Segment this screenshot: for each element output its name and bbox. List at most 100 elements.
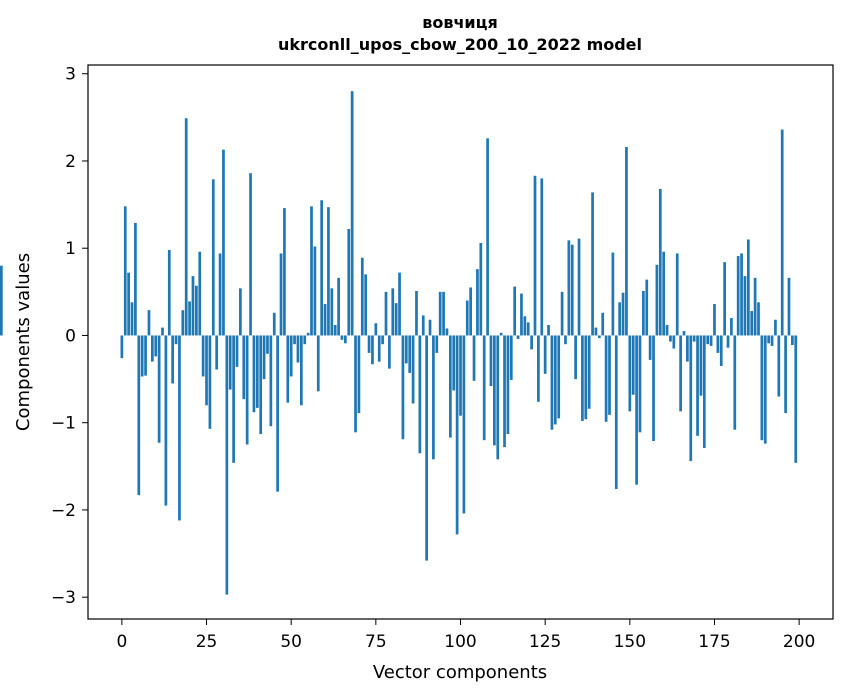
bar — [262, 335, 266, 380]
bar — [669, 335, 672, 342]
y-axis-label: Components values — [13, 253, 34, 431]
bar — [614, 335, 618, 490]
bar — [689, 335, 693, 462]
bar — [120, 335, 124, 359]
bar — [384, 291, 388, 336]
bar — [560, 291, 564, 336]
bar — [252, 335, 256, 413]
bar — [625, 147, 628, 336]
bar — [364, 274, 368, 336]
bar — [476, 269, 479, 336]
bar — [306, 332, 310, 336]
bar — [147, 310, 151, 336]
bar — [520, 293, 523, 336]
bar — [0, 265, 3, 336]
bar — [266, 335, 269, 354]
bar — [794, 335, 798, 463]
bar — [493, 335, 496, 446]
bar — [374, 323, 378, 336]
bar — [462, 335, 466, 514]
bar — [516, 335, 520, 339]
bar — [709, 335, 713, 346]
bar — [696, 335, 699, 436]
bar — [692, 335, 696, 342]
bar — [469, 287, 473, 336]
bar — [242, 335, 246, 400]
bar — [540, 178, 544, 336]
bar — [496, 335, 500, 460]
bar — [594, 327, 598, 336]
bar — [706, 335, 710, 345]
bar — [276, 335, 279, 492]
y-tick-label: −1 — [51, 414, 76, 434]
x-axis-label: Vector components — [373, 662, 547, 683]
bar — [628, 335, 632, 412]
bar — [211, 179, 215, 336]
bar — [377, 335, 381, 362]
bar — [408, 335, 412, 373]
bar — [181, 310, 185, 336]
bar — [699, 335, 703, 396]
bar — [323, 304, 327, 336]
bar — [174, 335, 178, 345]
bar — [774, 319, 777, 336]
bar — [167, 249, 171, 336]
bar — [658, 188, 662, 336]
y-tick-label: −2 — [51, 501, 76, 521]
bar — [713, 304, 716, 336]
bar — [567, 240, 571, 336]
bar — [130, 302, 134, 336]
bar — [123, 206, 127, 336]
bar — [354, 335, 357, 433]
bar — [218, 253, 222, 336]
bar — [631, 335, 635, 395]
bar — [245, 335, 249, 445]
bar — [503, 335, 506, 448]
bar — [570, 244, 574, 336]
bar — [675, 253, 679, 336]
bar — [564, 335, 567, 345]
bar — [316, 335, 320, 392]
bar — [767, 335, 771, 344]
bar — [543, 335, 547, 374]
x-axis-ticks: 0 25 50 75 100 125 150 175 200 — [116, 619, 815, 652]
bar — [425, 335, 428, 561]
bar — [154, 335, 158, 357]
bar — [137, 335, 141, 496]
bar — [178, 335, 181, 521]
bar — [513, 286, 517, 336]
bar — [198, 251, 202, 336]
bar — [733, 335, 737, 430]
x-tick-label: 175 — [698, 632, 730, 652]
bar — [452, 335, 456, 391]
bar — [601, 312, 605, 336]
bar — [526, 322, 530, 336]
bar — [726, 335, 730, 348]
x-tick-label: 50 — [280, 632, 302, 652]
bar — [235, 335, 239, 367]
bar — [205, 335, 208, 406]
bar — [445, 328, 449, 336]
bar — [645, 279, 649, 336]
bar — [286, 335, 290, 403]
chart-title: вовчиця — [422, 13, 498, 32]
bar — [255, 335, 259, 408]
x-tick-label: 0 — [116, 632, 127, 652]
bar — [357, 335, 361, 414]
x-tick-label: 125 — [529, 632, 561, 652]
bar — [127, 272, 130, 336]
bar — [499, 332, 503, 336]
bar — [743, 276, 747, 336]
bar — [195, 285, 198, 336]
bar — [144, 335, 147, 376]
bar — [672, 335, 676, 349]
bar — [381, 335, 384, 345]
bar — [638, 335, 642, 433]
bar — [228, 335, 232, 390]
bar — [150, 335, 154, 362]
bar — [320, 200, 324, 336]
y-tick-label: 0 — [65, 326, 76, 346]
bar — [648, 335, 652, 360]
bar — [740, 253, 743, 336]
